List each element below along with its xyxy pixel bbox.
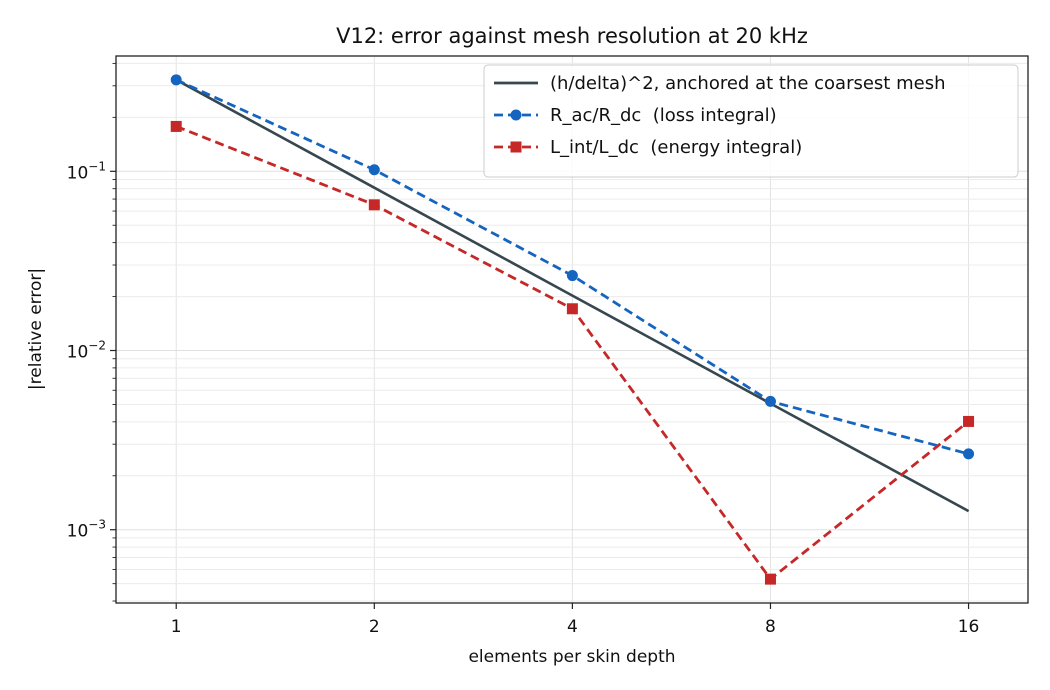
y-axis-label: |relative error|: [26, 268, 46, 390]
legend-label-1: (h/delta)^2, anchored at the coarsest me…: [550, 73, 945, 94]
data-point-circle: [963, 448, 975, 460]
x-tick-label: 16: [958, 617, 980, 637]
chart-title: V12: error against mesh resolution at 20…: [336, 24, 808, 48]
data-point-circle: [764, 395, 776, 407]
x-tick-label: 1: [171, 617, 182, 637]
x-tick-label: 4: [567, 617, 578, 637]
legend-marker-square: [510, 141, 522, 153]
x-axis-label: elements per skin depth: [468, 647, 675, 667]
legend-label-2: R_ac/R_dc (loss integral): [550, 105, 777, 126]
legend-label-3: L_int/L_dc (energy integral): [550, 137, 802, 158]
data-point-square: [170, 120, 182, 132]
data-point-circle: [566, 270, 578, 282]
series-line-1: [175, 78, 970, 513]
data-point-square: [368, 199, 380, 211]
data-point-square: [764, 573, 776, 585]
legend-box: [483, 64, 1019, 178]
data-point-circle: [368, 164, 380, 176]
x-tick-label: 8: [765, 617, 776, 637]
y-tick-label: 10−3: [67, 518, 106, 542]
axis-ticks: 1 2 4 8 16 10−3 10−2 10−1: [67, 62, 980, 637]
x-tick-label: 2: [369, 617, 380, 637]
data-point-square: [963, 415, 975, 427]
y-tick-label: 10−2: [67, 339, 106, 363]
data-point-square: [566, 303, 578, 315]
data-point-circle: [170, 74, 182, 86]
series-layer: [170, 74, 975, 585]
y-tick-label: 10−1: [67, 159, 106, 183]
legend: (h/delta)^2, anchored at the coarsest me…: [483, 64, 1019, 178]
legend-marker-circle: [510, 109, 522, 121]
